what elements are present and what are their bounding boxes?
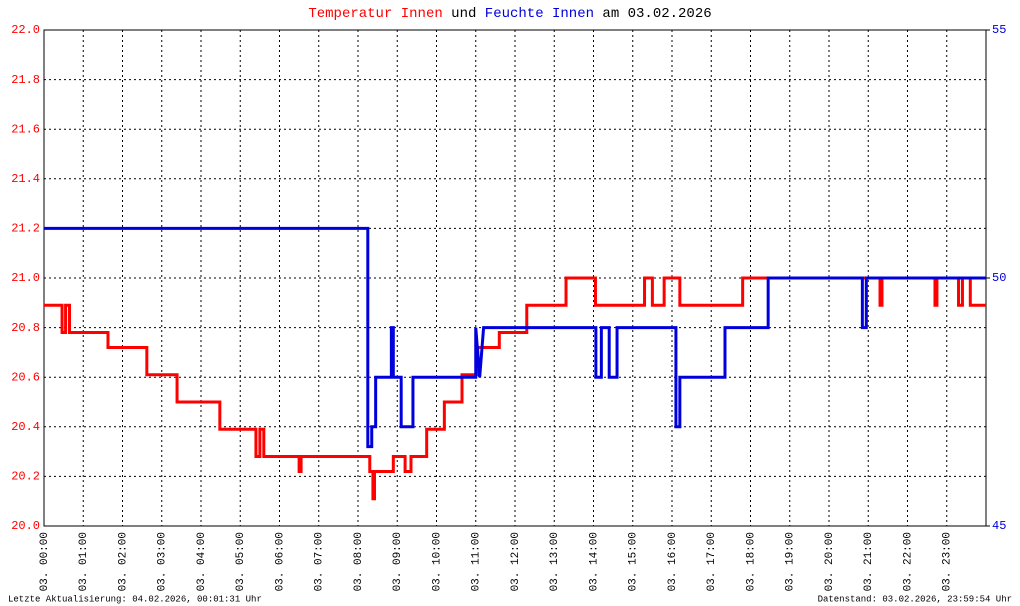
x-tick-label: 03. 08:00: [353, 532, 365, 591]
title-part: Feuchte Innen: [485, 6, 594, 22]
x-tick-label: 03. 19:00: [785, 532, 797, 591]
x-tick-label: 03. 00:00: [39, 532, 51, 591]
title-part: und: [451, 6, 476, 22]
x-tick-label: 03. 17:00: [706, 532, 718, 591]
x-tick-label: 03. 01:00: [78, 532, 90, 591]
x-tick-label: 03. 03:00: [157, 532, 169, 591]
x-tick-label: 03. 02:00: [117, 532, 129, 591]
x-tick-label: 03. 23:00: [942, 532, 954, 591]
x-tick-label: 03. 18:00: [745, 532, 757, 591]
data-line: [44, 276, 986, 501]
y2-tick-label: 50: [992, 271, 1006, 285]
x-tick-label: 03. 05:00: [235, 532, 247, 591]
y-tick-label: 21.2: [11, 222, 40, 236]
y-tick-label: 20.0: [11, 519, 40, 533]
x-tick-label: 03. 22:00: [902, 532, 914, 591]
x-tick-label: 03. 13:00: [549, 532, 561, 591]
y2-tick-label: 45: [992, 519, 1006, 533]
footer-note: Letzte Aktualisierung: 04.02.2026, 00:01…: [8, 594, 262, 604]
x-tick-label: 03. 11:00: [471, 532, 483, 591]
y-tick-label: 21.6: [11, 122, 40, 136]
y-tick-label: 21.8: [11, 73, 40, 87]
x-tick-label: 03. 16:00: [667, 532, 679, 591]
y-tick-label: 22.0: [11, 23, 40, 37]
x-tick-label: 03. 09:00: [392, 532, 404, 591]
y-tick-label: 21.0: [11, 271, 40, 285]
y-tick-label: 20.2: [11, 470, 40, 484]
y-tick-label: 20.6: [11, 370, 40, 384]
y-tick-label: 21.4: [11, 172, 40, 186]
x-tick-label: 03. 10:00: [431, 532, 443, 591]
data-line: [44, 226, 986, 449]
y2-tick-label: 55: [992, 23, 1006, 37]
x-tick-label: 03. 12:00: [510, 532, 522, 591]
x-tick-label: 03. 07:00: [314, 532, 326, 591]
x-tick-label: 03. 15:00: [628, 532, 640, 591]
title-part: Temperatur Innen: [308, 6, 442, 22]
x-tick-label: 03. 14:00: [588, 532, 600, 591]
x-tick-label: 03. 04:00: [196, 532, 208, 591]
x-tick-label: 03. 20:00: [824, 532, 836, 591]
x-tick-label: 03. 06:00: [274, 532, 286, 591]
title-part: am 03.02.2026: [602, 6, 711, 22]
y-tick-label: 20.8: [11, 321, 40, 335]
x-tick-label: 03. 21:00: [863, 532, 875, 591]
chart-title: Temperatur Innen und Feuchte Innen am 03…: [308, 6, 711, 22]
y-tick-label: 20.4: [11, 420, 40, 434]
footer-note: Datenstand: 03.02.2026, 23:59:54 Uhr: [818, 594, 1012, 604]
